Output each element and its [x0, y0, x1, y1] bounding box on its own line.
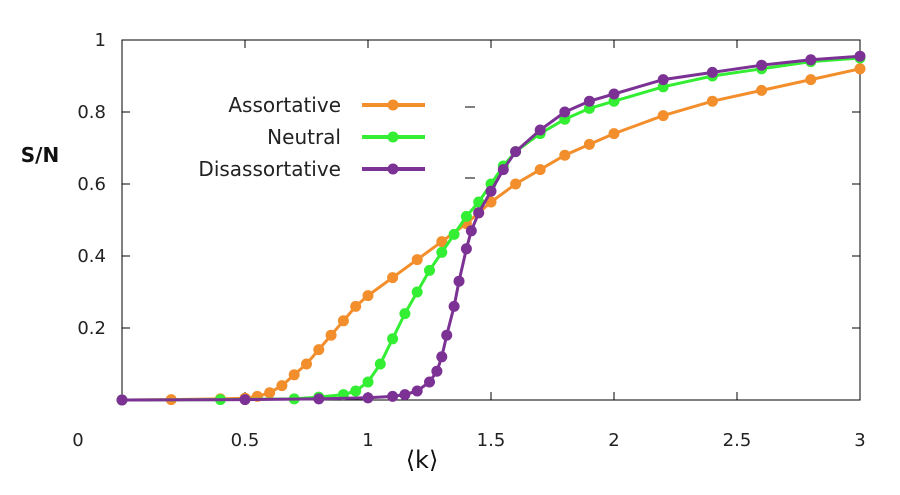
- data-point-assortative: [337, 315, 349, 327]
- data-point-assortative: [325, 329, 337, 341]
- data-point-assortative: [387, 272, 399, 284]
- y-axis-label: S/N: [21, 143, 59, 167]
- legend-residual-marks: [465, 106, 475, 179]
- data-point-assortative: [288, 369, 300, 381]
- data-point-assortative: [854, 63, 866, 75]
- data-point-disassortative: [313, 393, 325, 405]
- data-point-assortative: [657, 110, 669, 122]
- data-point-disassortative: [534, 124, 546, 136]
- legend-label-assortative: Assortative: [228, 93, 341, 117]
- x-axis-label: ⟨k⟩: [406, 446, 439, 474]
- data-point-disassortative: [485, 185, 497, 197]
- data-point-disassortative: [116, 394, 128, 406]
- data-point-neutral: [473, 196, 485, 208]
- legend-marker-disassortative: [387, 163, 399, 175]
- data-point-disassortative: [465, 225, 477, 237]
- data-point-neutral: [387, 333, 399, 345]
- data-point-assortative: [608, 128, 620, 140]
- data-point-disassortative: [453, 275, 465, 287]
- series-line-assortative: [121, 67, 861, 402]
- data-point-neutral: [424, 264, 435, 276]
- series-disassortative: [116, 50, 866, 406]
- y-tick-label: 0.4: [77, 246, 106, 267]
- x-tick-label: 1.5: [477, 430, 506, 451]
- y-tick-label: 0.8: [77, 102, 106, 123]
- legend-label-disassortative: Disassortative: [198, 157, 341, 181]
- data-point-assortative: [301, 358, 312, 370]
- data-point-assortative: [756, 84, 768, 96]
- data-point-assortative: [350, 300, 362, 312]
- x-tick-label: 2.5: [723, 430, 752, 451]
- y-tick-label: 0.2: [77, 318, 106, 339]
- y-tick-label: 0.6: [77, 174, 106, 195]
- data-point-neutral: [399, 308, 411, 320]
- data-point-assortative: [313, 344, 325, 356]
- x-tick-label: 3: [854, 430, 865, 451]
- data-point-disassortative: [441, 329, 453, 341]
- data-point-disassortative: [559, 106, 571, 118]
- data-point-assortative: [362, 290, 374, 302]
- data-point-disassortative: [854, 50, 866, 62]
- legend: Assortative Neutral Disassortative: [198, 93, 425, 181]
- data-point-assortative: [559, 149, 571, 161]
- x-tick-label: 1: [362, 430, 373, 451]
- data-point-assortative: [706, 95, 718, 107]
- data-point-disassortative: [497, 164, 509, 176]
- data-point-disassortative: [431, 365, 443, 377]
- data-point-disassortative: [706, 66, 718, 78]
- data-point-disassortative: [399, 389, 411, 401]
- legend-label-neutral: Neutral: [267, 125, 341, 149]
- data-point-assortative: [436, 236, 448, 248]
- data-point-neutral: [350, 385, 362, 397]
- data-point-disassortative: [657, 74, 669, 86]
- data-point-disassortative: [239, 394, 251, 406]
- legend-marker-neutral: [387, 131, 399, 143]
- legend-marker-assortative: [387, 99, 399, 111]
- axis-ticks: [122, 40, 860, 400]
- data-point-neutral: [374, 358, 386, 370]
- data-point-disassortative: [608, 88, 620, 100]
- data-point-assortative: [534, 164, 546, 176]
- y-tick-label: 1: [95, 30, 106, 51]
- data-point-neutral: [448, 228, 460, 240]
- series-line-neutral: [121, 56, 861, 402]
- data-point-assortative: [485, 196, 497, 208]
- data-point-disassortative: [805, 54, 817, 66]
- data-point-disassortative: [473, 207, 485, 219]
- x-tick-label: 2: [608, 430, 619, 451]
- data-point-assortative: [264, 387, 276, 399]
- series-line-disassortative: [121, 54, 861, 402]
- data-point-assortative: [276, 380, 288, 392]
- data-point-assortative: [411, 254, 423, 266]
- data-point-assortative: [510, 178, 522, 190]
- data-point-disassortative: [411, 385, 423, 397]
- data-point-neutral: [460, 210, 472, 222]
- data-point-disassortative: [460, 243, 472, 255]
- data-point-disassortative: [583, 95, 595, 107]
- data-point-neutral: [436, 246, 448, 258]
- data-point-disassortative: [756, 59, 768, 71]
- data-point-disassortative: [424, 376, 435, 388]
- data-point-assortative: [583, 138, 595, 150]
- tick-labels: 0 0.5 1 1.5 2 2.5 3 0.2 0.4 0.6 0.8 1: [72, 30, 865, 451]
- data-point-disassortative: [448, 300, 460, 312]
- data-point-disassortative: [436, 351, 448, 363]
- x-tick-label: 0.5: [231, 430, 260, 451]
- data-point-assortative: [805, 74, 817, 86]
- series-layer: [116, 50, 866, 406]
- data-point-disassortative: [387, 390, 399, 402]
- data-point-disassortative: [510, 146, 522, 158]
- x-tick-label: 0: [72, 430, 83, 451]
- data-point-disassortative: [362, 392, 374, 404]
- data-point-neutral: [362, 376, 374, 388]
- data-point-neutral: [411, 286, 423, 298]
